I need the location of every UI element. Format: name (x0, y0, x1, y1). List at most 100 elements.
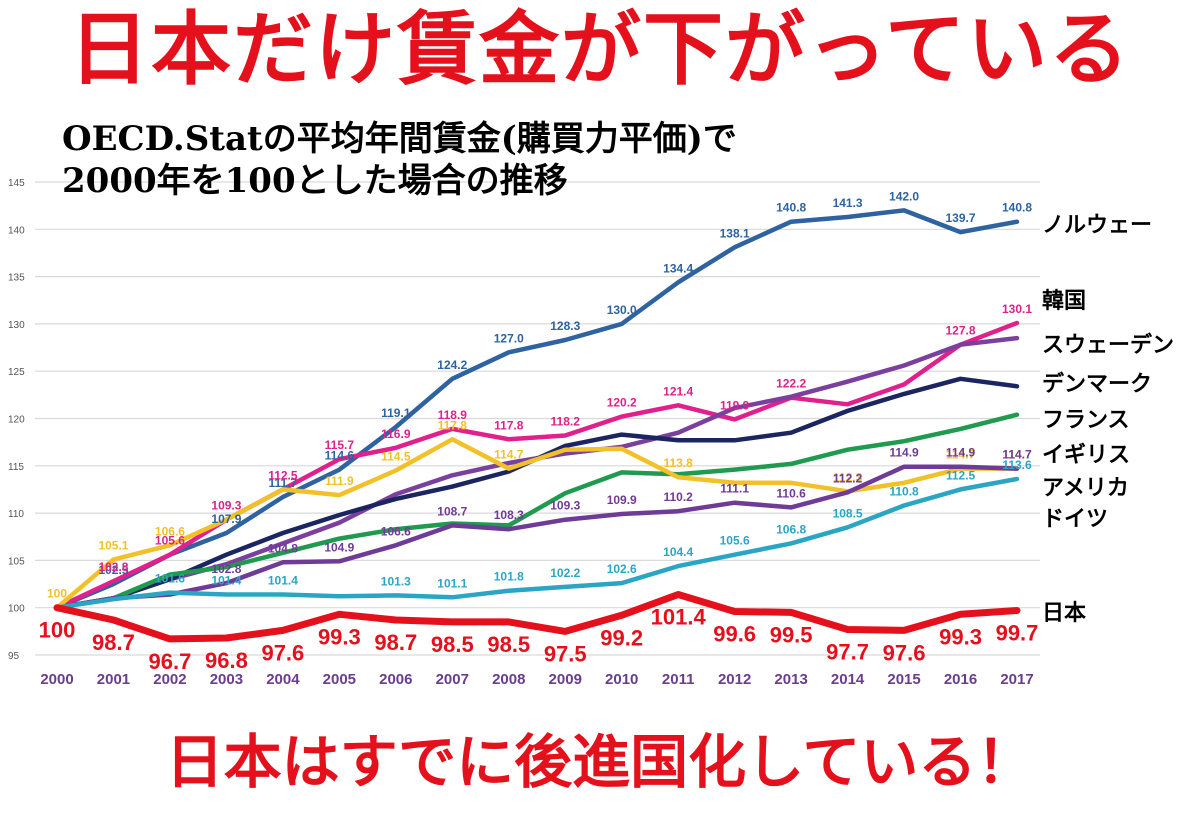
data-label: 117.8 (438, 418, 468, 432)
y-tick-label: 95 (8, 651, 20, 662)
data-label: 98.7 (374, 630, 417, 655)
data-label: 101.4 (651, 604, 707, 629)
x-tick-label: 2016 (944, 671, 977, 688)
data-label: 105.6 (720, 534, 750, 548)
subtitle-line-2: 2000年を100とした場合の推移 (62, 161, 568, 201)
x-tick-label: 2004 (266, 671, 300, 688)
data-label: 140.8 (1002, 201, 1032, 215)
series-line-8 (53, 591, 1021, 643)
data-label: 102.2 (550, 566, 580, 580)
y-tick-label: 120 (8, 415, 25, 426)
x-tick-label: 2012 (718, 671, 751, 688)
x-tick-label: 2009 (549, 671, 582, 688)
data-label: 112.5 (946, 468, 976, 482)
chart-subtitle: OECD.Statの平均年間賃金(購買力平価)で 2000年を100とした場合の… (62, 118, 737, 202)
x-tick-label: 2005 (323, 671, 356, 688)
y-axis-ticks: 95 100 105 110 115 120 125 130 135 140 145 (8, 178, 25, 662)
series-line-7 (54, 476, 1020, 610)
data-label: 114.6 (325, 449, 355, 463)
data-label: 121.4 (663, 384, 693, 398)
country-label-1: 韓国 (1042, 288, 1086, 314)
data-label: 130.0 (607, 303, 637, 317)
x-tick-label: 2015 (887, 671, 920, 688)
data-label: 139.7 (946, 211, 976, 225)
data-label: 101.6 (155, 572, 185, 586)
data-label: 104.9 (324, 540, 354, 554)
data-label: 106.8 (776, 522, 806, 536)
data-label: 134.4 (663, 261, 693, 275)
country-label-0: ノルウェー (1042, 213, 1152, 238)
y-tick-label: 140 (8, 225, 25, 236)
data-label: 99.2 (600, 625, 643, 650)
data-label: 117.8 (494, 418, 524, 432)
x-tick-label: 2007 (436, 671, 469, 688)
data-label: 104.8 (268, 541, 298, 555)
data-label: 127.8 (946, 324, 976, 338)
x-axis-ticks: 2000 2001 2002 2003 2004 2005 2006 2007 2008 2009… (40, 671, 1033, 688)
series-line-4 (54, 412, 1020, 610)
data-label: 110.8 (889, 485, 919, 499)
data-label: 127.0 (494, 331, 524, 345)
data-label: 108.7 (437, 504, 467, 518)
series-line-0 (54, 208, 1020, 610)
data-label: 140.8 (776, 201, 806, 215)
data-label: 114.5 (381, 450, 411, 464)
data-label: 111.9 (325, 474, 354, 488)
x-tick-label: 2001 (97, 671, 130, 688)
y-tick-label: 115 (8, 462, 24, 473)
data-label: 99.3 (939, 624, 982, 649)
headline: 日本だけ賃金が下がっている (69, 3, 1131, 96)
data-label: 102.8 (98, 560, 128, 574)
data-label: 110.2 (663, 490, 693, 504)
y-tick-label: 110 (8, 509, 24, 520)
data-label: 107.9 (211, 512, 241, 526)
data-label: 112.5 (268, 468, 298, 482)
x-tick-label: 2006 (379, 671, 412, 688)
x-tick-label: 2014 (831, 671, 865, 688)
data-label: 105.6 (155, 534, 185, 548)
data-label: 128.3 (550, 319, 580, 333)
series-line-6 (54, 464, 1020, 610)
subtitle-line-1: OECD.Statの平均年間賃金(購買力平価)で (62, 119, 737, 159)
data-label: 102.5 (98, 563, 128, 577)
data-label: 114.7 (494, 448, 524, 462)
y-tick-label: 135 (8, 273, 25, 284)
data-label: 119.1 (381, 406, 411, 420)
data-label: 116.9 (381, 427, 411, 441)
data-label: 101.3 (381, 574, 411, 588)
data-label: 113.6 (1002, 458, 1032, 472)
data-label: 111.7 (269, 476, 298, 490)
country-label-6: アメリカ (1042, 476, 1129, 501)
data-label: 106.6 (381, 524, 411, 538)
data-label: 101.8 (494, 570, 524, 584)
data-label: 101.4 (211, 573, 241, 587)
y-tick-label: 105 (8, 556, 25, 567)
data-label: 110.6 (776, 486, 806, 500)
data-label: 112.2 (833, 471, 863, 485)
data-label: 105.1 (98, 538, 128, 552)
y-tick-label: 145 (8, 178, 25, 189)
x-tick-label: 2000 (40, 671, 73, 688)
data-label: 96.7 (149, 649, 192, 674)
y-tick-label: 130 (8, 320, 25, 331)
x-tick-label: 2017 (1000, 671, 1033, 688)
data-label: 109.9 (607, 493, 637, 507)
data-label: 97.6 (883, 640, 926, 665)
data-label: 99.6 (713, 621, 756, 646)
data-label: 99.3 (318, 624, 361, 649)
data-label: 102.6 (607, 562, 637, 576)
data-label: 108.3 (494, 508, 524, 522)
country-label-3: デンマーク (1042, 371, 1152, 397)
country-label-5: イギリス (1042, 443, 1130, 468)
x-tick-label: 2011 (662, 671, 695, 688)
country-label-4: フランス (1042, 408, 1130, 433)
x-tick-label: 2002 (153, 671, 186, 688)
data-label: 114.9 (946, 446, 976, 460)
data-label: 122.2 (776, 377, 806, 391)
data-label: 99.5 (770, 622, 813, 647)
data-labels: 102.5 107.9 111.7 114.6 119.1 124.2 127.0 128.3… (39, 189, 1039, 674)
data-label: 111.1 (720, 482, 749, 496)
data-label: 114.7 (1002, 448, 1032, 462)
